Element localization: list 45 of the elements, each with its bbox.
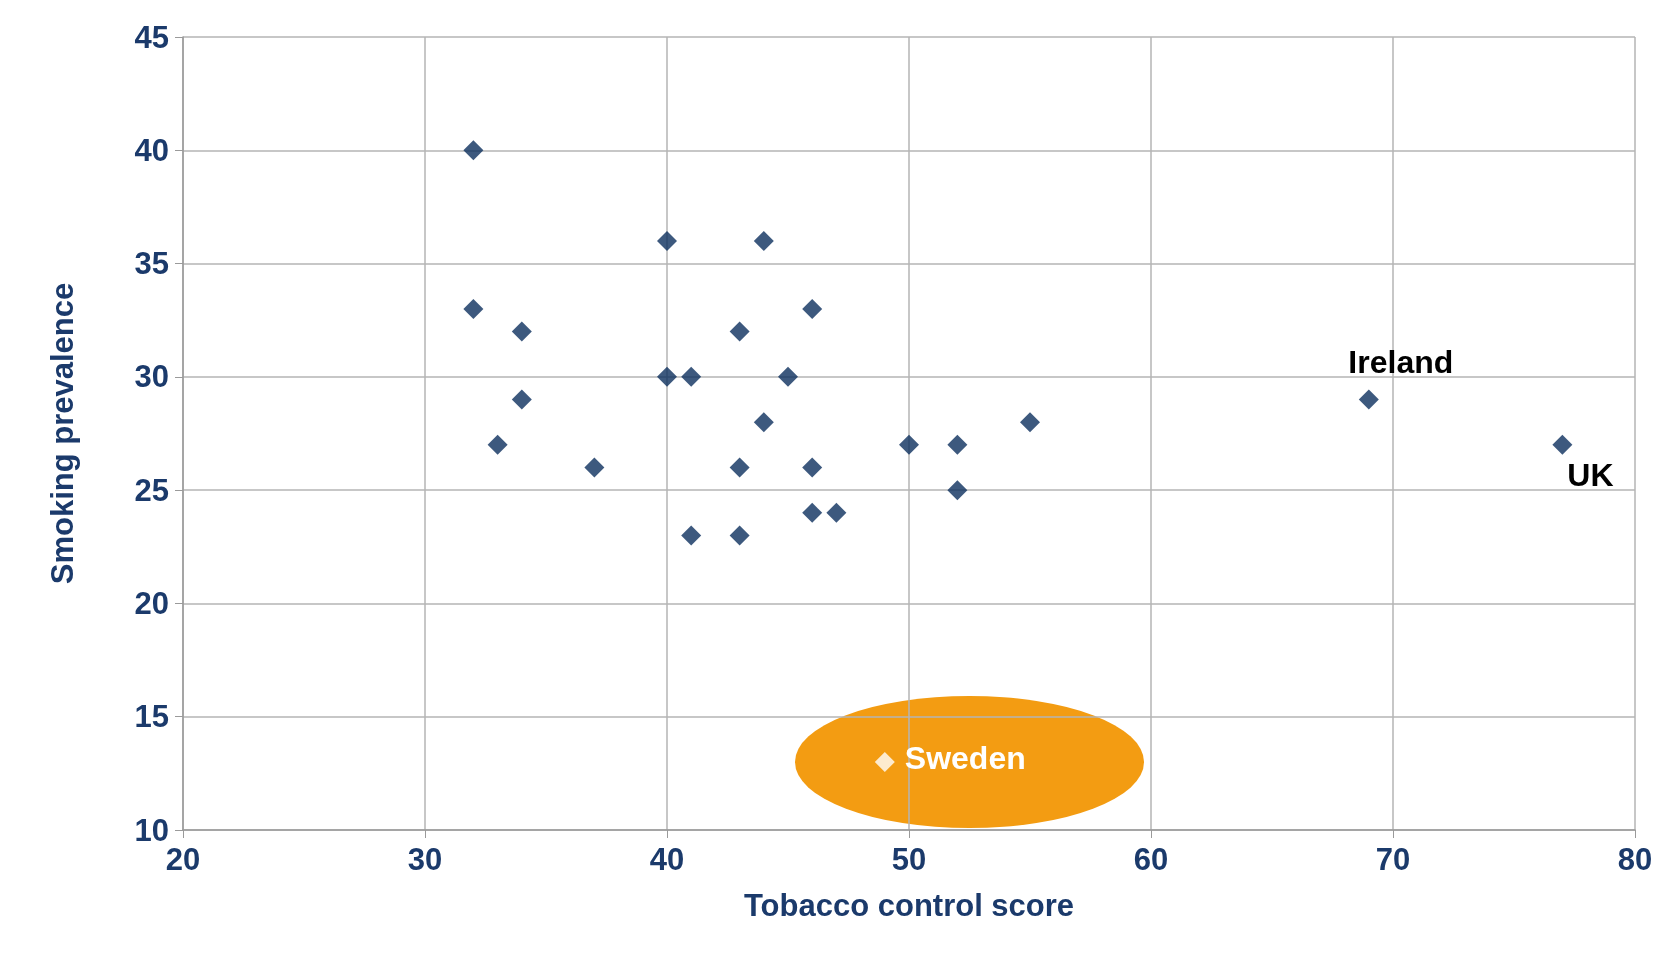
point — [463, 140, 484, 161]
y-tick-label: 20 — [134, 585, 169, 621]
point — [681, 525, 702, 546]
point — [463, 298, 484, 319]
point — [947, 434, 968, 455]
y-tick-label: 40 — [134, 132, 169, 168]
point — [802, 457, 823, 478]
y-tick-label: 35 — [134, 246, 169, 282]
annotation: Ireland — [1348, 343, 1454, 380]
y-axis-title: Smoking prevalence — [45, 282, 80, 585]
point — [1020, 412, 1040, 433]
point — [802, 502, 823, 523]
y-tick-label: 30 — [134, 359, 169, 395]
point — [657, 366, 677, 387]
point — [947, 480, 968, 501]
point — [1552, 434, 1573, 455]
point — [584, 457, 605, 478]
point — [826, 502, 847, 523]
point — [657, 230, 677, 251]
point — [802, 298, 823, 319]
point — [729, 525, 750, 546]
x-tick-label: 80 — [1617, 842, 1653, 877]
point — [487, 434, 508, 455]
x-tick-label: 60 — [1133, 842, 1169, 877]
point — [778, 366, 798, 387]
x-tick-label: 50 — [891, 842, 927, 877]
point — [511, 389, 532, 410]
point — [511, 321, 532, 342]
x-axis-title: Tobacco control score — [743, 888, 1075, 923]
point — [753, 230, 774, 251]
annotation: Sweden — [904, 740, 1026, 777]
point — [681, 366, 702, 387]
y-tick-label: 15 — [134, 699, 169, 735]
point — [729, 457, 750, 478]
y-tick-label: 45 — [134, 19, 169, 55]
point — [1358, 389, 1379, 410]
point — [874, 752, 895, 773]
annotation: UK — [1567, 456, 1614, 493]
y-tick-label: 25 — [134, 472, 169, 508]
x-tick-label: 70 — [1375, 842, 1411, 877]
point — [729, 321, 750, 342]
point — [899, 434, 919, 455]
x-tick-label: 40 — [649, 842, 685, 877]
x-tick-label: 30 — [407, 842, 443, 877]
point — [753, 412, 774, 433]
